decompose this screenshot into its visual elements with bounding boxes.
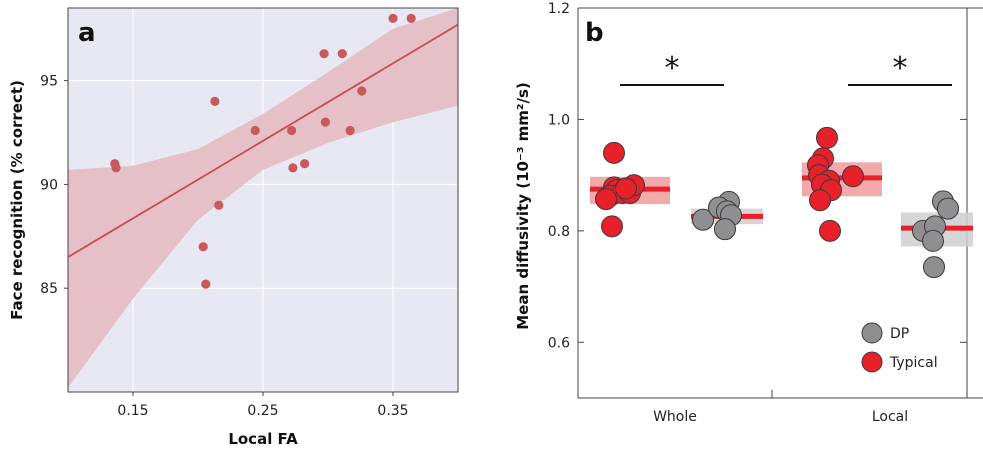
panel-b-data-point-typical [842,165,864,188]
panel-b-y-ticks: 0.6 0.8 1.0 1.2 [548,1,584,351]
panel-a-x-axis-title: Local FA [228,430,298,448]
panel-a-y-tick-label: 90 [40,177,58,193]
panel-a-data-point [250,125,260,136]
panel-b-y-axis-title: Mean diffusivity (10⁻³ mm²/s) [514,82,532,330]
panel-b-data-point-dp [714,218,736,241]
panel-a-data-point [337,49,347,59]
panel-a-data-point [214,200,224,210]
panel-a-data-point [287,125,297,136]
regression-line [67,23,459,258]
panel-b-axes [577,7,983,399]
panel-b-data-point-typical [615,177,637,200]
panel-b-scatter-plot: 0.60.81.01.2 Whole Local * * DP Typical b … [514,1,983,425]
panel-a-y-tick-label: 95 [40,74,58,90]
panel-b-data-point-typical [603,141,625,164]
panel-b-category-label: Local [872,409,908,425]
legend-marker-dp [861,322,883,344]
significance-star: * [665,51,680,86]
panel-b-data-point-typical [819,219,841,242]
panel-a-scatter-plot: 0.15 0.25 0.35 85 90 95 a Local FA Face reco… [8,7,459,448]
panel-a-data-points [110,13,416,289]
panel-b-right-ticks [960,7,967,343]
panel-a-data-point [319,49,329,59]
panel-a-y-axis-title: Face recognition (% correct) [8,80,26,320]
panel-b-data-point-dp [692,208,714,231]
panel-b-data-points [595,126,959,279]
legend-label-typical: Typical [889,355,938,371]
panel-b-data-point-typical [816,126,838,149]
panel-b-y-tick-label: 0.6 [548,335,570,351]
panel-b-label: b [585,18,604,48]
panel-a-data-point [345,125,355,136]
panel-a-x-tick-label: 0.25 [247,403,278,419]
panel-a-label: a [78,18,96,48]
panel-a-x-tick-label: 0.35 [377,403,408,419]
panel-b-category-label: Whole [653,409,697,425]
panel-b-y-tick-label: 1.0 [548,112,570,128]
panel-a-data-point [210,96,220,107]
panel-a-x-tick-label: 0.15 [117,403,148,419]
panel-a-data-point [320,117,330,127]
panel-a-data-point [288,163,298,173]
confidence-band [68,8,458,388]
panel-a-data-point [357,86,367,96]
panel-a-y-tick-label: 85 [40,281,58,297]
panel-a-data-point [201,279,211,289]
panel-b-y-tick-label: 1.2 [548,1,570,17]
legend-label-dp: DP [890,326,909,342]
panel-b-data-point-typical [601,215,623,238]
panel-a-data-point [300,159,310,169]
panel-b-data-point-dp [923,256,945,279]
legend-marker-typical [861,351,883,373]
panel-b-significance-annotations: * * [620,51,952,86]
panel-b-data-point-dp [937,197,959,220]
panel-b-category-labels: Whole Local [653,409,908,425]
panel-b-y-tick-label: 0.8 [548,224,570,240]
significance-star: * [893,51,908,86]
panel-a-data-point [388,13,398,23]
panel-a-data-point [406,13,416,23]
panel-a-x-ticks: 0.15 0.25 0.35 [117,392,409,419]
panel-b-data-point-typical [809,189,831,212]
panel-a-data-point [198,242,208,252]
panel-b-legend: DP Typical [861,322,938,373]
panel-a-data-point [111,163,121,173]
panel-b-data-point-typical [595,188,617,211]
panel-a-y-ticks: 85 90 95 [40,74,68,297]
panel-b-data-point-dp [922,229,944,252]
